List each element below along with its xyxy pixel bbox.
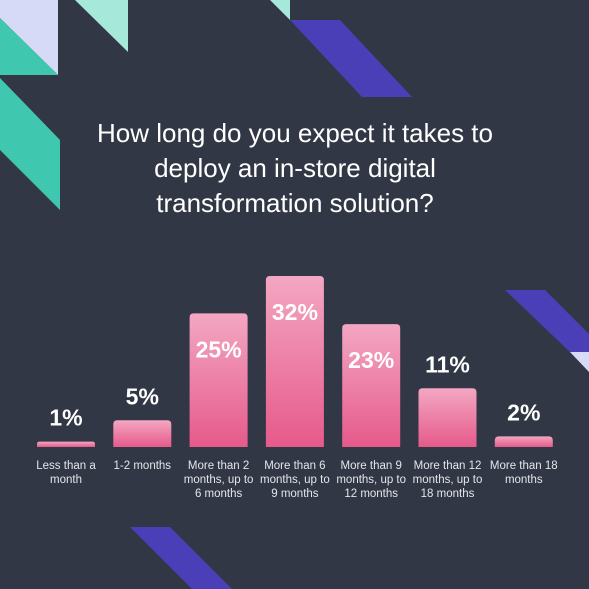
bar bbox=[418, 388, 477, 447]
value-label: 25% bbox=[196, 336, 242, 362]
chart-title: How long do you expect it takes to deplo… bbox=[96, 118, 493, 218]
category-label: More than 9 months, up to 12 months bbox=[336, 460, 407, 500]
decor bbox=[270, 0, 290, 20]
bar bbox=[265, 276, 324, 447]
category-label: 1-2 months bbox=[113, 460, 172, 472]
decor bbox=[505, 290, 589, 352]
category-label: More than 2 months, up to 6 months bbox=[183, 460, 254, 500]
decor bbox=[290, 20, 412, 97]
value-label: 2% bbox=[507, 399, 540, 425]
category-label: More than 12 months, up to 18 months bbox=[412, 460, 483, 500]
value-label: 11% bbox=[425, 351, 470, 377]
category-label: More than 18 months bbox=[489, 460, 558, 486]
category-label: More than 6 months, up to 9 months bbox=[260, 460, 330, 500]
value-label: 32% bbox=[272, 299, 318, 325]
value-label: 1% bbox=[49, 405, 82, 431]
bar bbox=[113, 420, 172, 447]
bar bbox=[342, 324, 401, 447]
decor bbox=[75, 0, 128, 52]
decor bbox=[130, 527, 232, 589]
category-label: Less than a month bbox=[36, 460, 96, 486]
decor bbox=[570, 352, 589, 372]
bar bbox=[494, 436, 553, 447]
decor bbox=[0, 18, 58, 75]
value-label: 5% bbox=[126, 383, 159, 409]
value-label: 23% bbox=[348, 347, 394, 373]
bar bbox=[189, 313, 248, 447]
decor bbox=[0, 0, 58, 75]
decor bbox=[0, 78, 60, 210]
bar bbox=[37, 441, 95, 447]
